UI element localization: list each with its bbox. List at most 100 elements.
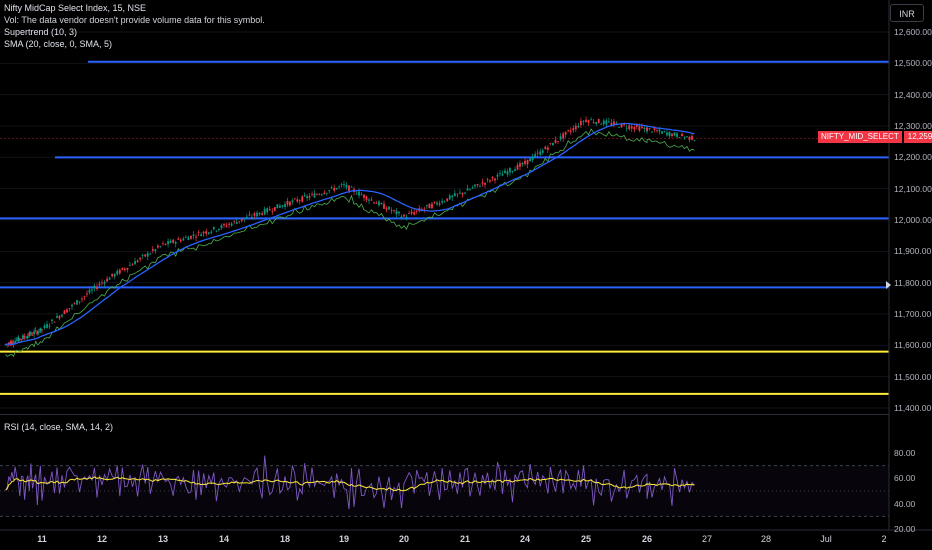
candle-body <box>192 234 195 237</box>
candle-body <box>425 205 428 207</box>
candle-body <box>373 202 375 204</box>
supertrend-legend[interactable]: Supertrend (10, 3) <box>4 27 78 37</box>
candle-body <box>693 140 696 141</box>
candle-body <box>544 146 547 150</box>
candle-body <box>14 341 16 343</box>
candle-body <box>308 196 311 198</box>
candle-body <box>656 130 658 132</box>
candle-body <box>134 261 136 265</box>
candle-body <box>615 122 618 124</box>
candle-body <box>311 193 313 195</box>
candle-body <box>471 187 474 189</box>
time-axis-label: 11 <box>37 534 47 544</box>
candle-body <box>26 336 29 339</box>
currency-selector[interactable]: INR <box>890 4 924 22</box>
candle-body <box>126 267 129 270</box>
candle-body <box>154 249 157 252</box>
candle-body <box>350 186 353 188</box>
axis-marker-icon[interactable] <box>886 281 891 289</box>
candle-body <box>30 332 32 335</box>
candle-body <box>83 296 86 298</box>
price-axis-label: 12,500.00 <box>894 58 932 69</box>
candle-body <box>223 224 225 226</box>
candle-body <box>461 192 464 195</box>
candle-body <box>220 225 223 229</box>
candle-body <box>73 302 76 304</box>
candle-body <box>335 187 338 190</box>
candle-body <box>469 189 471 191</box>
candle-body <box>195 236 197 238</box>
candle-body <box>96 286 98 289</box>
candle-body <box>268 209 271 211</box>
candle-body <box>88 289 91 293</box>
last-price-symbol: NIFTY_MID_SELECT <box>818 131 902 143</box>
time-axis-label: 14 <box>218 534 230 544</box>
candle-body <box>240 218 243 221</box>
time-axis-label: 26 <box>641 534 653 544</box>
candle-body <box>253 213 256 216</box>
candle-body <box>585 119 587 122</box>
candle-body <box>641 126 643 129</box>
price-axis-label: 11,800.00 <box>894 277 932 288</box>
price-axis-label: 12,300.00 <box>894 121 932 131</box>
candle-body <box>25 337 28 339</box>
candle-body <box>144 254 147 257</box>
candle-body <box>516 164 519 170</box>
candle-body <box>668 131 671 137</box>
candle-body <box>205 231 208 234</box>
candle-body <box>182 238 185 241</box>
candle-body <box>602 120 605 125</box>
candle-body <box>546 147 549 150</box>
rsi-axis-label: 60.00 <box>894 473 916 484</box>
candle-body <box>98 283 101 286</box>
candle-body <box>159 246 162 248</box>
candle-body <box>129 265 131 266</box>
candle-body <box>261 213 264 215</box>
sma-legend[interactable]: SMA (20, close, 0, SMA, 5) <box>4 39 113 49</box>
candle-body <box>360 194 363 196</box>
candle-body <box>433 201 436 203</box>
candle-body <box>61 314 63 317</box>
price-axis-label: 11,900.00 <box>894 246 932 257</box>
time-axis-label: 25 <box>580 534 592 544</box>
candle-body <box>686 136 688 138</box>
candle-body <box>116 270 119 275</box>
candle-body <box>554 139 557 144</box>
candle-body <box>238 221 241 223</box>
candle-body <box>691 135 693 140</box>
candle-body <box>111 273 114 277</box>
candle-body <box>643 127 646 129</box>
candle-body <box>423 208 426 210</box>
candle-body <box>441 200 444 203</box>
candle-body <box>620 123 623 128</box>
candle-body <box>648 128 651 129</box>
candle-body <box>529 158 531 162</box>
candle-body <box>663 131 666 132</box>
candle-body <box>113 273 116 277</box>
candle-body <box>574 125 577 130</box>
candle-body <box>673 132 676 136</box>
symbol-title[interactable]: Nifty MidCap Select Index, 15, NSE <box>4 3 147 13</box>
candle-body <box>215 230 218 232</box>
candle-body <box>491 176 494 179</box>
rsi-legend[interactable]: RSI (14, close, SMA, 14, 2) <box>4 422 114 432</box>
candle-body <box>293 198 296 200</box>
candle-body <box>451 195 454 198</box>
candle-body <box>481 182 484 184</box>
candle-body <box>613 121 615 126</box>
candle-body <box>534 154 537 158</box>
candle-body <box>531 156 534 160</box>
candle-body <box>245 216 248 219</box>
candle-body <box>330 186 333 188</box>
candle-body <box>658 129 661 132</box>
candle-body <box>363 194 365 198</box>
candle-body <box>489 180 491 182</box>
candle-body <box>243 218 246 220</box>
candle-body <box>521 162 524 165</box>
candle-body <box>688 136 691 140</box>
rsi-ma-line <box>5 476 695 492</box>
volume-legend[interactable]: Vol: The data vendor doesn't provide vol… <box>4 15 265 25</box>
candle-body <box>635 124 638 127</box>
candle-body <box>577 125 580 128</box>
